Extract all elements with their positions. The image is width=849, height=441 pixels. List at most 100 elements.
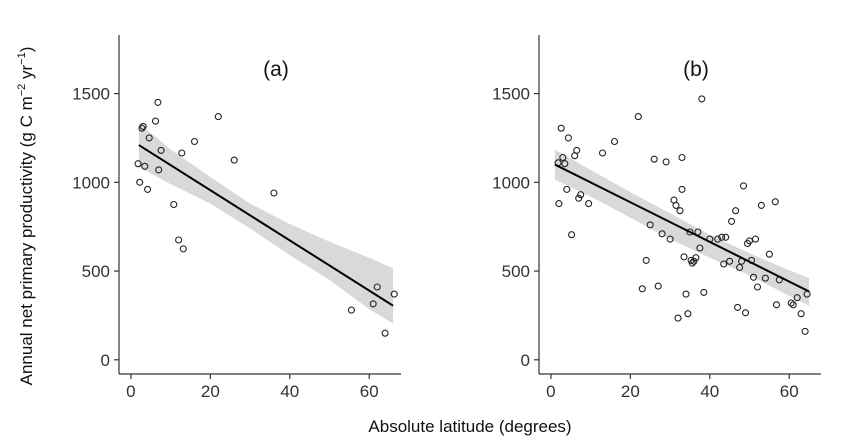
data-point-a-7 <box>151 117 160 125</box>
data-point-b-2 <box>557 124 565 132</box>
panel-b: 0 20 40 60 0 500 1000 1500 (b) <box>492 35 821 401</box>
data-point-b-69 <box>793 294 801 302</box>
data-point-a-11 <box>170 200 178 209</box>
data-point-b-13 <box>598 149 607 157</box>
data-point-b-26 <box>674 314 682 322</box>
data-point-b-15 <box>634 113 642 121</box>
data-point-b-51 <box>736 263 744 272</box>
data-point-a-4 <box>141 162 149 170</box>
data-point-b-21 <box>658 230 666 238</box>
x-tick-label-a-0: 0 <box>126 382 135 401</box>
data-point-b-11 <box>577 191 585 199</box>
data-point-b-47 <box>726 257 734 265</box>
y-tick-label-b-1: 500 <box>502 262 530 281</box>
data-point-b-61 <box>757 201 765 209</box>
data-point-a-13 <box>178 149 186 157</box>
x-tick-label-a-1: 20 <box>201 382 220 401</box>
data-point-a-2 <box>138 124 146 132</box>
data-point-b-5 <box>563 185 571 193</box>
regression-line-a <box>138 144 394 307</box>
data-point-b-60 <box>753 283 762 291</box>
data-point-b-43 <box>714 235 722 243</box>
data-point-a-20 <box>369 300 377 308</box>
x-tick-label-a-2: 40 <box>280 382 299 401</box>
data-point-a-3 <box>139 122 147 130</box>
y-tick-label-b-3: 1500 <box>492 85 530 104</box>
data-point-a-5 <box>144 185 152 193</box>
data-point-a-18 <box>270 189 278 197</box>
data-point-b-68 <box>789 301 797 309</box>
data-point-b-18 <box>646 221 654 229</box>
data-point-b-7 <box>568 231 576 239</box>
data-point-b-16 <box>638 285 646 293</box>
data-point-b-50 <box>734 303 742 311</box>
y-tick-label-b-2: 1000 <box>492 173 530 192</box>
data-point-b-54 <box>741 309 750 317</box>
data-point-b-30 <box>680 253 688 261</box>
data-point-a-8 <box>154 98 162 106</box>
data-point-b-71 <box>801 327 809 335</box>
data-point-b-17 <box>642 256 650 264</box>
data-point-b-32 <box>684 310 692 318</box>
y-tick-label-a-3: 1500 <box>72 85 110 104</box>
regression-line-b <box>554 163 810 293</box>
data-point-a-14 <box>179 245 187 253</box>
data-point-b-10 <box>575 194 583 202</box>
data-point-a-6 <box>145 134 153 142</box>
y-tick-label-a-0: 0 <box>101 351 110 370</box>
data-point-a-16 <box>214 113 222 121</box>
data-point-b-49 <box>732 207 740 215</box>
data-point-b-4 <box>561 160 569 168</box>
data-point-b-62 <box>761 274 769 282</box>
data-point-b-28 <box>678 153 686 162</box>
data-point-b-39 <box>696 244 704 252</box>
data-point-a-23 <box>390 290 398 298</box>
data-point-b-6 <box>564 134 572 142</box>
data-point-a-10 <box>157 146 165 154</box>
data-point-b-41 <box>700 288 708 296</box>
data-point-a-1 <box>136 178 144 186</box>
y-tick-label-b-0: 0 <box>521 351 530 370</box>
data-point-b-20 <box>654 282 662 290</box>
data-point-a-15 <box>190 137 199 146</box>
data-point-a-17 <box>230 156 238 164</box>
data-point-b-29 <box>678 185 686 193</box>
data-point-b-27 <box>676 207 684 215</box>
panel-label-a: (a) <box>263 58 289 81</box>
data-point-a-12 <box>175 236 183 244</box>
data-point-b-48 <box>728 217 736 225</box>
x-tick-label-b-3: 60 <box>780 382 799 401</box>
data-point-b-40 <box>698 95 706 103</box>
data-point-b-22 <box>662 158 670 166</box>
data-point-b-67 <box>787 299 795 307</box>
data-point-b-31 <box>682 290 690 298</box>
confidence-band-a <box>138 122 394 324</box>
data-point-b-53 <box>739 182 748 190</box>
data-point-b-65 <box>772 301 781 309</box>
data-point-b-3 <box>559 153 567 162</box>
data-point-b-64 <box>771 198 779 206</box>
data-point-a-22 <box>381 329 389 337</box>
x-tick-label-b-0: 0 <box>546 382 555 401</box>
data-point-b-63 <box>765 250 773 258</box>
data-point-b-35 <box>688 259 696 267</box>
x-axis-title: Absolute latitude (degrees) <box>368 417 571 436</box>
data-point-b-44 <box>718 233 726 241</box>
data-point-b-70 <box>797 310 805 318</box>
y-tick-label-a-2: 1000 <box>72 173 110 192</box>
data-point-a-19 <box>347 306 355 314</box>
data-point-b-46 <box>722 233 730 241</box>
data-point-b-58 <box>749 273 758 281</box>
y-tick-label-a-1: 500 <box>82 262 110 281</box>
data-point-b-33 <box>686 228 694 236</box>
data-point-b-36 <box>690 257 698 265</box>
x-tick-label-a-3: 60 <box>360 382 379 401</box>
panel-label-b: (b) <box>683 58 709 81</box>
panel-a: 0 20 40 60 0 500 1000 1500 (a) <box>72 35 401 401</box>
x-tick-label-b-1: 20 <box>621 382 640 401</box>
data-point-b-12 <box>585 200 593 208</box>
data-point-b-45 <box>720 260 728 268</box>
data-point-b-14 <box>610 137 619 146</box>
data-point-b-23 <box>666 235 674 243</box>
data-point-b-19 <box>650 155 658 163</box>
